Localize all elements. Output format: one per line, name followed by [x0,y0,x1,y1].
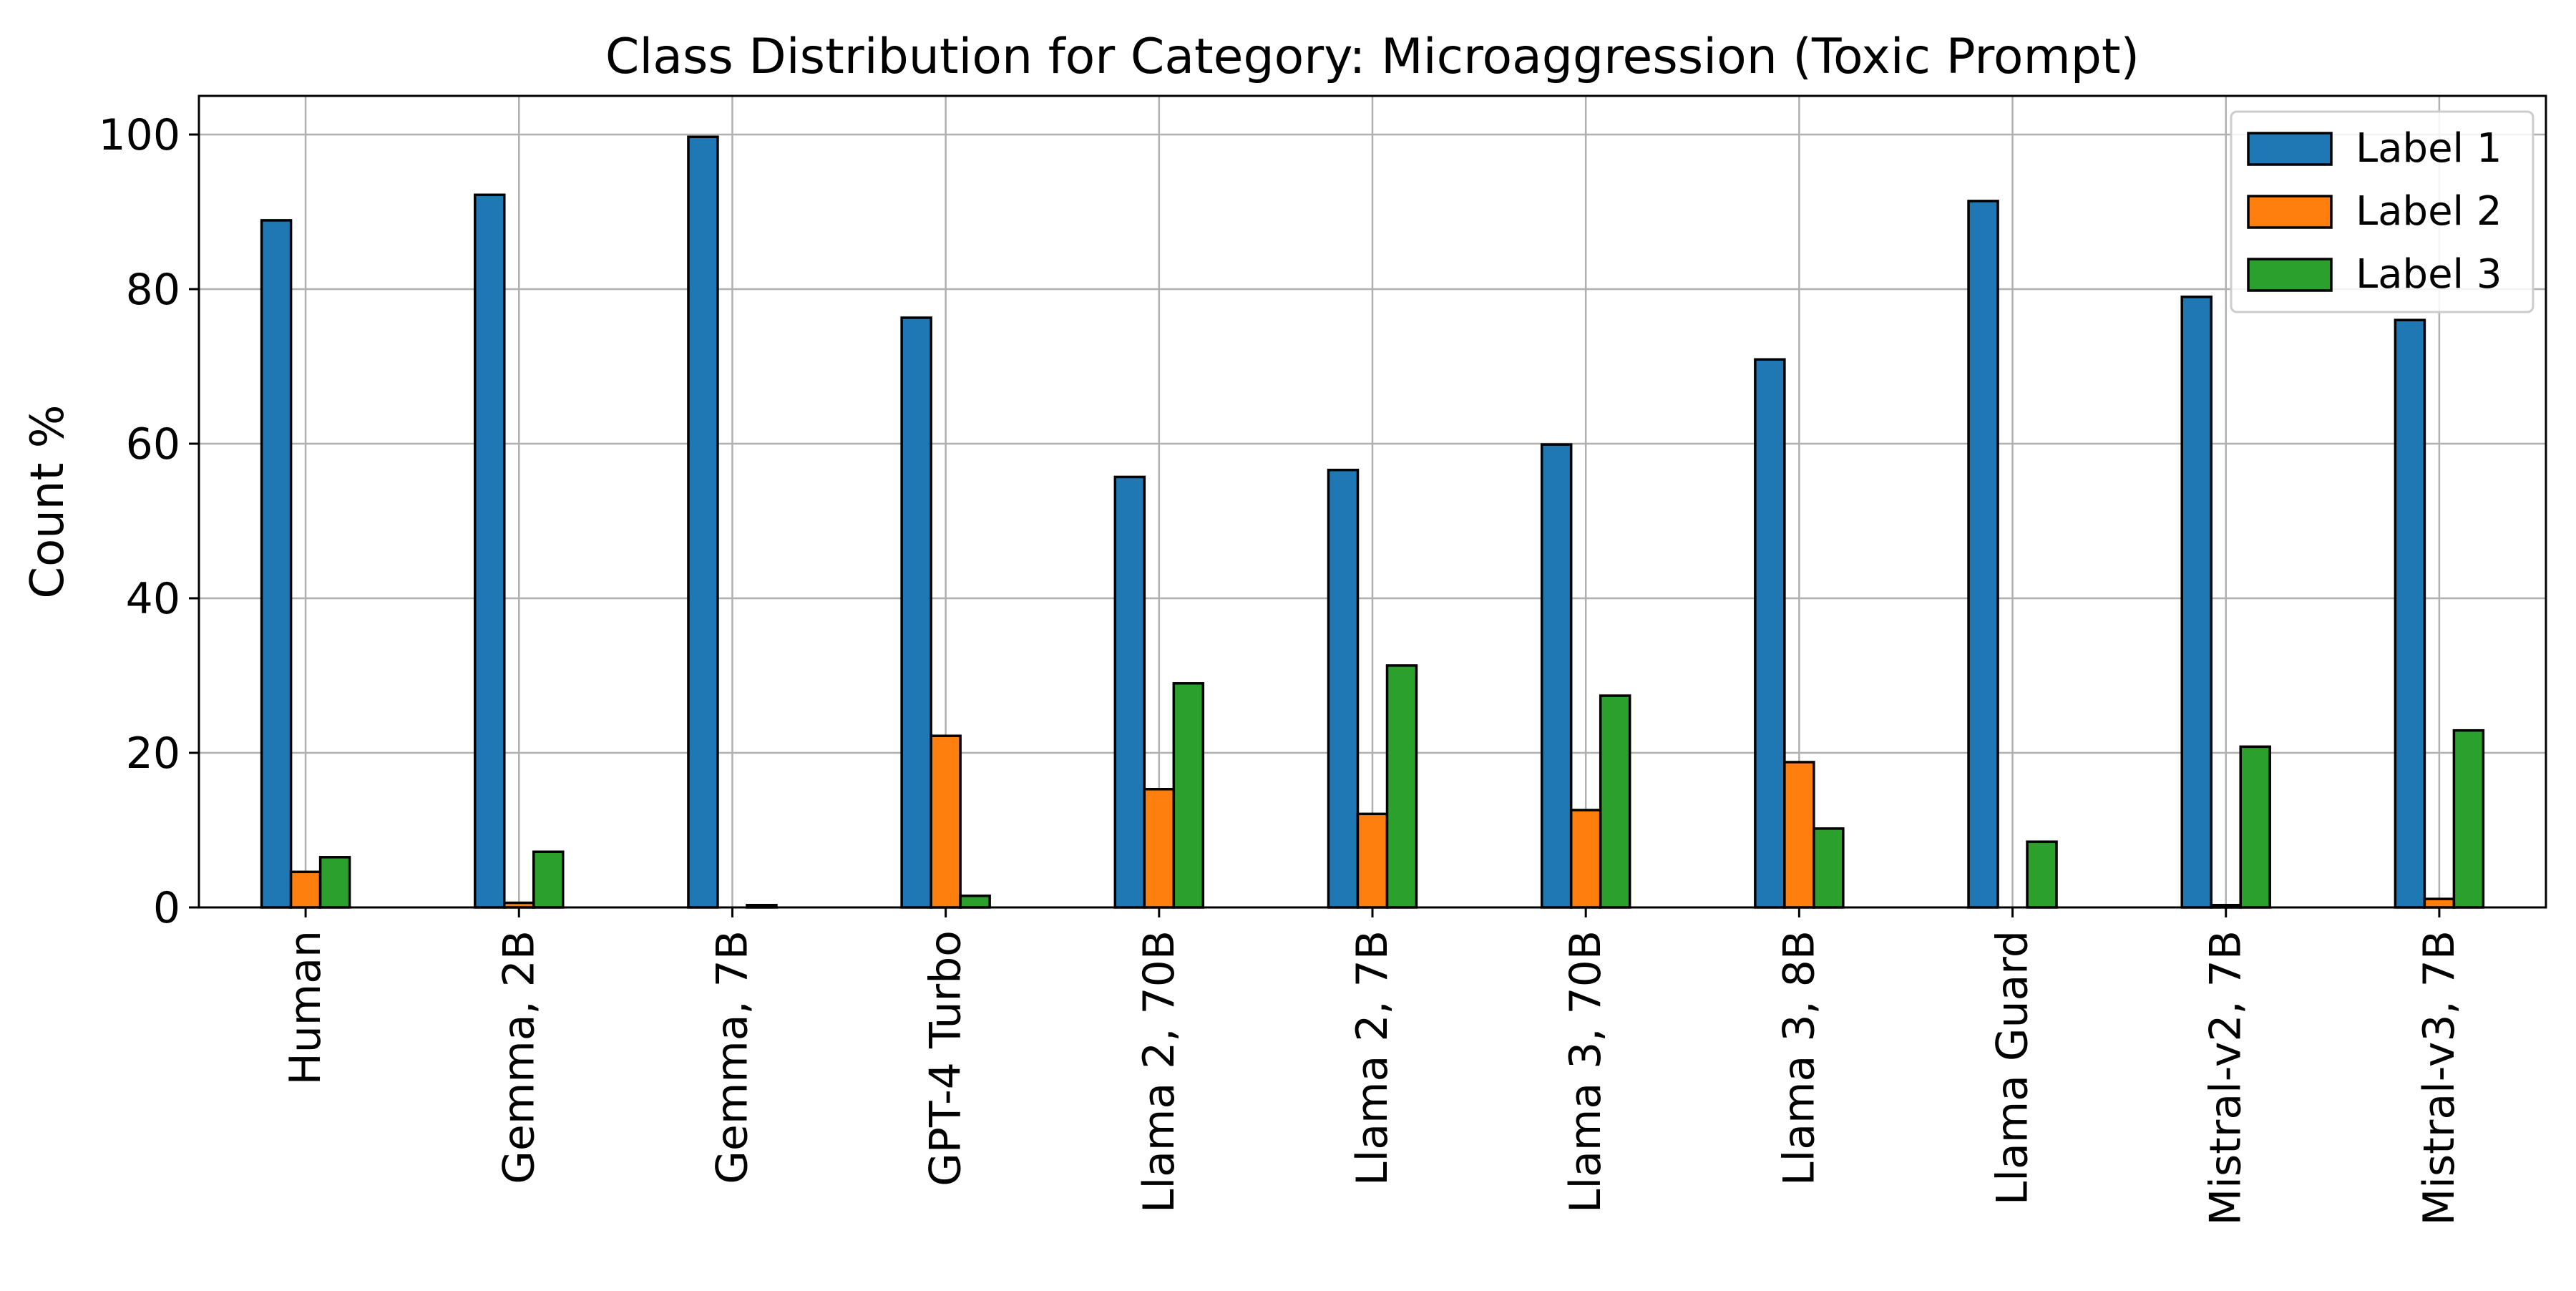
x-tick-label: Gemma, 7B [707,930,757,1184]
bars [260,135,2485,909]
bar-label-2 [1569,809,1602,909]
bar-label-2 [1356,812,1389,909]
bar-label-1 [900,316,932,909]
legend-swatch [2247,195,2333,229]
bar-label-2 [1143,788,1176,909]
bar-label-3 [959,895,991,909]
bar-label-1 [1327,468,1360,909]
bar-label-1 [1754,358,1786,909]
bar-label-2 [289,870,322,909]
y-tick-label: 60 [126,419,180,469]
bar-label-1 [1540,443,1573,909]
x-tick-label: GPT-4 Turbo [921,930,971,1187]
bar-label-3 [318,856,351,909]
x-tick-label: Llama 2, 70B [1134,930,1184,1213]
x-tick-label: Human [280,930,331,1085]
x-tick-label: Mistral-v3, 7B [2414,930,2464,1226]
legend-label: Label 3 [2356,251,2502,298]
x-tick-label: Llama Guard [1988,930,2038,1205]
bar-label-1 [260,219,293,909]
legend-label: Label 1 [2356,125,2502,172]
bar-label-1 [1967,200,1999,909]
bar-label-1 [2394,318,2426,909]
chart-title: Class Distribution for Category: Microag… [605,29,2140,85]
legend-swatch [2247,132,2333,166]
x-tick-label: Llama 2, 7B [1347,930,1397,1186]
bar-label-1 [1113,475,1146,909]
axis-ticks: 0 20 40 60 80 100 Human Gemma, 2B Gemma, 7B GPT-4… [98,110,2464,1226]
y-tick-label: 40 [126,574,180,624]
x-tick-label: Gemma, 2B [494,930,544,1184]
bar-label-3 [1599,694,1631,909]
y-axis-label: Count % [21,404,74,598]
bar-label-1 [474,193,506,909]
legend-label: Label 2 [2356,188,2502,235]
legend-swatch [2247,258,2333,292]
y-tick-label: 20 [126,729,180,779]
bar-label-2 [2423,897,2456,909]
bar-label-3 [1813,827,1845,909]
x-tick-label: Mistral-v2, 7B [2201,930,2251,1226]
bar-label-3 [1172,682,1205,909]
bar-label-3 [532,850,565,909]
x-tick-label: Llama 3, 70B [1561,930,1611,1213]
bar-label-3 [1385,664,1418,909]
legend: Label 1 Label 2 Label 3 [2230,110,2534,313]
bar-label-2 [1783,761,1815,909]
bar-label-3 [2026,840,2058,909]
bar-label-1 [2180,296,2212,909]
x-tick-label: Llama 3, 8B [1774,930,1824,1186]
bar-label-1 [687,135,719,909]
bar-label-3 [2452,729,2485,909]
y-tick-label: 100 [98,110,180,160]
bar-label-3 [2239,745,2271,909]
y-tick-label: 80 [126,265,180,315]
y-tick-label: 0 [153,883,180,933]
bar-label-2 [930,734,962,909]
